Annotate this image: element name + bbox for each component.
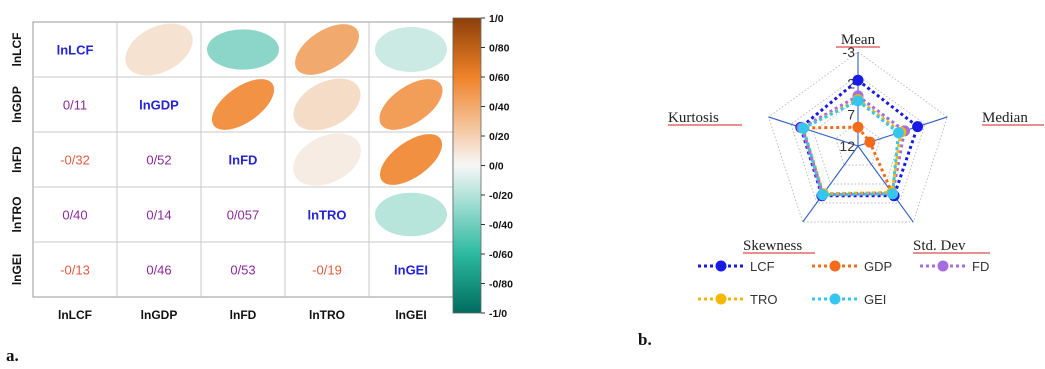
radar-point-gei [817,189,829,201]
legend-label: FD [972,259,989,274]
y-tick-label: lnGDP [10,86,24,123]
legend-label: LCF [750,259,775,274]
radar-chart: -3 2 7 12 Mean Median Std. Dev Skewness Kurtosis… [668,32,1044,307]
correlation-ellipse [211,79,275,130]
correlation-value: 0/40 [62,208,87,223]
radar-series-gei [801,99,901,197]
diagonal-label: lnTRO [308,208,347,223]
colorbar-tick-label: 0/60 [489,72,510,84]
x-tick-label: lnFD [230,308,257,322]
colorbar-tick-label: -1/0 [489,308,507,320]
correlation-ellipse [207,29,279,70]
colorbar-tick-label: -0/60 [489,249,513,261]
correlation-ellipse [375,192,447,237]
correlation-value: 0/53 [230,263,255,278]
diagonal-label: lnGDP [139,98,179,113]
legend-item-lcf: LCF [698,259,775,274]
legend-item-fd: FD [920,259,989,274]
diagonal-label: lnGEI [394,263,428,278]
radar-grid-ring [768,51,948,223]
legend-marker [715,293,727,305]
legend-marker [937,260,949,272]
x-tick-label: lnLCF [58,308,92,322]
diagonal-label: lnFD [229,153,258,168]
correlation-value: -0/13 [60,263,90,278]
correlation-ellipse [293,78,361,131]
radar-axis-label: Kurtosis [668,110,719,126]
legend-marker [829,293,841,305]
correlation-ellipse [293,133,361,186]
radar-axis-line [857,145,914,223]
diagonal-label: lnLCF [57,43,94,58]
colorbar-tick-label: -0/40 [489,220,513,232]
legend-marker [829,260,841,272]
x-tick-label: lnGEI [395,308,426,322]
colorbar-tick-label: -0/80 [489,279,513,291]
legend-item-tro: TRO [698,292,777,307]
correlation-value: -0/32 [60,153,90,168]
correlation-value: -0/19 [312,263,342,278]
radar-tick-label: 12 [839,138,855,154]
correlation-value: 0/14 [146,208,171,223]
radar-axis-label: Mean [841,32,876,48]
radar-axis-label: Skewness [743,238,802,254]
radar-point-gei [893,127,904,139]
y-tick-label: lnLCF [10,33,24,67]
correlation-ellipse [375,27,447,72]
radar-point-gei [797,122,809,134]
y-tick-label: lnGEI [10,254,24,285]
colorbar-bar [452,17,482,314]
x-tick-label: lnGDP [141,308,178,322]
radar-series-tro [801,97,903,196]
radar-axis-label: Std. Dev [913,238,966,254]
correlation-heatmap: lnLCF 0/11 lnGDP -0/32 0/52 lnFD 0/40 0/14 0/057… [10,21,454,322]
correlation-value: 0/52 [146,153,171,168]
y-tick-label: lnFD [10,146,24,173]
panel-label-a: a. [6,346,19,365]
legend-label: GEI [864,292,886,307]
radar-axis-label: Median [982,110,1028,126]
legend-marker [715,260,727,272]
y-tick-label: lnTRO [10,197,24,233]
radar-axis-line [768,116,859,147]
radar-axis-line [802,145,859,223]
correlation-value: 0/46 [146,263,171,278]
correlation-value: 0/057 [227,208,260,223]
radar-grid-ring [790,74,926,204]
radar-grid-ring [812,98,904,185]
colorbar-tick-label: 0/40 [489,102,510,114]
radar-tick-label: 7 [847,107,855,123]
legend-item-gdp: GDP [812,259,892,274]
legend-label: TRO [750,292,777,307]
legend-label: GDP [864,259,892,274]
radar-series-fd [800,94,907,197]
radar-point-lcf [912,121,924,133]
radar-tick-label: -3 [843,44,856,60]
correlation-ellipse [125,23,193,76]
colorbar-tick-label: 0/80 [489,43,510,55]
radar-series-lcf [799,78,920,198]
correlation-value: 0/11 [63,98,87,113]
radar-point-gei [887,188,899,200]
correlation-ellipse [379,134,443,185]
x-tick-label: lnTRO [309,308,345,322]
radar-point-lcf [852,74,864,86]
legend-item-gei: GEI [812,292,886,307]
radar-point-gdp [864,136,876,148]
colorbar-tick-label: 0/20 [489,131,510,143]
correlation-ellipse [379,79,443,130]
colorbar-tick-label: -0/20 [489,190,513,202]
panel-label-b: b. [638,330,652,349]
correlation-ellipse [295,24,359,75]
radar-point-gdp [852,121,864,133]
radar-point-gei [852,95,864,107]
colorbar-tick-label: 0/0 [489,161,504,173]
radar-tick-label: 2 [847,75,855,91]
colorbar-tick-label: 1/0 [489,13,504,25]
colorbar: 1/0 0/80 0/60 0/40 0/20 0/0 -0/20 -0/40 -0/60 -0/… [452,13,513,320]
